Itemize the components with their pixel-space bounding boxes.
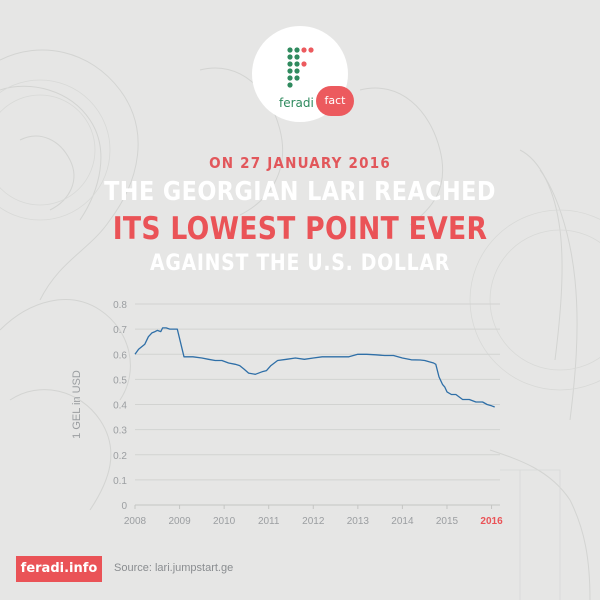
- x-tick-label: 2013: [347, 516, 370, 527]
- y-tick-label: 0.1: [113, 476, 127, 487]
- y-tick-label: 0.7: [113, 325, 127, 336]
- series-line: [134, 327, 495, 408]
- y-tick-label: 0.2: [113, 451, 127, 462]
- source-note: Source: lari.jumpstart.ge: [114, 562, 234, 574]
- y-axis-label: 1 GEL in USD: [71, 370, 83, 439]
- x-tick-label: 2012: [302, 516, 325, 527]
- x-tick-label: 2015: [436, 516, 459, 527]
- logo-text: feradi: [279, 96, 314, 110]
- y-tick-label: 0.8: [113, 300, 127, 311]
- footer-site-badge[interactable]: feradi.info: [16, 556, 102, 582]
- x-tick-label: 2010: [213, 516, 236, 527]
- y-tick-label: 0.6: [113, 350, 127, 361]
- y-tick-label: 0.5: [113, 375, 127, 386]
- y-tick-label: 0.4: [113, 401, 127, 412]
- headline-line-1: THE GEORGIAN LARI REACHED: [104, 177, 496, 207]
- x-tick-label: 2011: [258, 516, 280, 527]
- x-tick-label: 2008: [124, 516, 147, 527]
- x-tick-label: 2014: [391, 516, 414, 527]
- headline-line-2: ITS LOWEST POINT EVER: [112, 211, 488, 247]
- fact-badge: fact: [316, 86, 354, 116]
- logo-mark-icon: [287, 47, 314, 88]
- headline-line-3: AGAINST THE U.S. DOLLAR: [150, 251, 450, 276]
- y-tick-label: 0.3: [113, 426, 127, 437]
- exchange-rate-chart: 0 0.1 0.2 0.3 0.4 0.5 0.6 0.7 0.8 2008 2009 2010 201…: [71, 300, 503, 527]
- x-tick-label: 2016: [480, 516, 503, 527]
- y-tick-label: 0: [121, 501, 127, 512]
- headline-date: ON 27 JANUARY 2016: [209, 154, 391, 172]
- x-tick-label: 2009: [168, 516, 191, 527]
